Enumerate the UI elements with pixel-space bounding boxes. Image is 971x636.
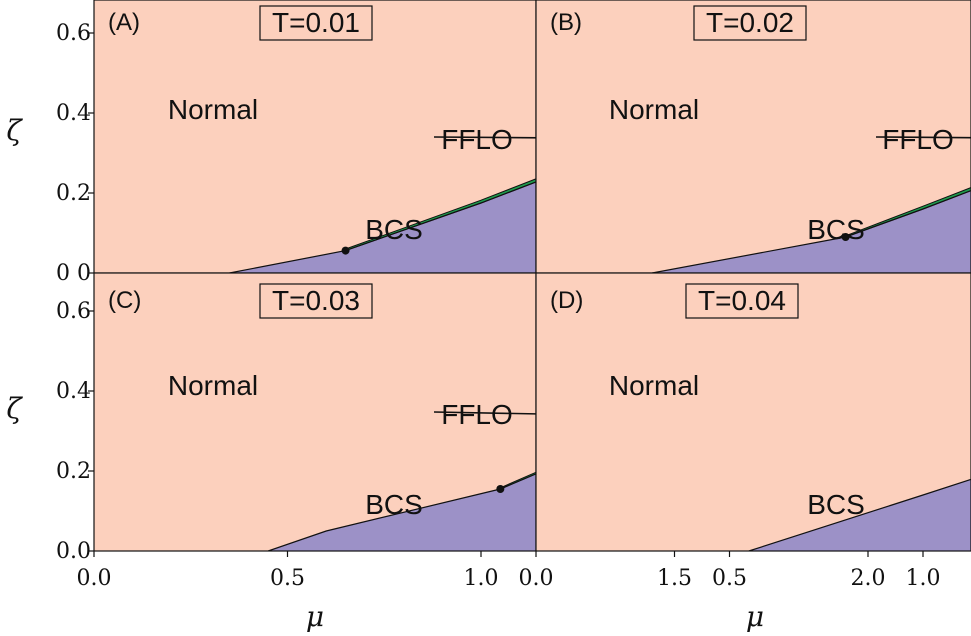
x-tick-label: 2.0 [851, 566, 886, 591]
x-tick-label: 0.0 [77, 566, 112, 591]
critical-point [496, 485, 505, 493]
panel-label: (D) [550, 287, 583, 314]
phase-boundary-line [229, 181, 536, 273]
panel-c: (C) T=0.03 Normal BCS FFLO [93, 272, 713, 552]
phase-boundary-line [267, 473, 536, 551]
temperature-box [693, 5, 807, 41]
y-axis-label-top: ζ [6, 114, 23, 147]
bcs-region [652, 190, 971, 273]
panel-d: (D) T=0.04 Normal BCS [535, 272, 971, 552]
temperature-label: T=0.02 [706, 7, 794, 38]
y-tick-label: 0.6 [56, 299, 91, 324]
x-axis-label-right: μ [746, 600, 764, 633]
temperature-label: T=0.04 [698, 285, 786, 316]
y-tick-label: 0.4 [56, 379, 91, 404]
x-tick-label: 0.5 [712, 566, 747, 591]
axes-layer: ζ ζ μ μ [6, 114, 764, 633]
x-tick-label: 0.0 [519, 566, 554, 591]
bcs-region [268, 473, 536, 551]
x-tick-label: 1.0 [464, 566, 499, 591]
bcs-label: BCS [807, 214, 865, 245]
critical-point [341, 246, 350, 255]
fflo-label: FFLO [882, 124, 954, 155]
bcs-region [748, 479, 971, 551]
y-tick-label: 0.4 [56, 101, 91, 126]
y-tick-label: 0.2 [56, 181, 91, 206]
y-axis-label-bottom: ζ [6, 392, 23, 425]
panels-layer: (A) T=0.01 Normal BCS FFLO (B) T=0.02 Normal BCS… [56, 0, 971, 591]
bcs-region [229, 181, 536, 273]
normal-label: Normal [609, 370, 699, 401]
ticks-layer: 0 0 0.2 0.4 0.6 0.0 0.2 0.4 0.6 0.0 0.5 1.0 1.5 2.0 0… [56, 21, 941, 591]
temperature-box [259, 283, 373, 319]
phase-boundary-line [651, 190, 971, 273]
normal-label: Normal [168, 94, 258, 125]
bcs-label: BCS [365, 214, 423, 245]
fflo-arrow [875, 136, 971, 139]
temperature-label: T=0.01 [272, 7, 360, 38]
panel-b: (B) T=0.02 Normal BCS FFLO [535, 0, 971, 274]
panel-a: (A) T=0.01 Normal BCS FFLO [93, 0, 706, 274]
x-axis-label-left: μ [306, 600, 324, 633]
critical-point [841, 233, 850, 241]
panel-label: (A) [108, 9, 140, 36]
y-tick-label: 0.6 [56, 21, 91, 46]
temperature-box [259, 5, 373, 41]
x-tick-label: 1.0 [906, 566, 941, 591]
panel-frame [535, 272, 971, 552]
panel-label: (C) [108, 287, 141, 314]
temperature-box [685, 283, 799, 319]
panel-label: (B) [550, 9, 582, 36]
fflo-label: FFLO [441, 124, 513, 155]
bcs-label: BCS [365, 489, 423, 520]
normal-label: Normal [609, 94, 699, 125]
fflo-label: FFLO [441, 399, 513, 430]
phase-boundary-line [748, 478, 971, 551]
x-tick-label: 0.5 [270, 566, 305, 591]
y-tick-label: 0.2 [56, 459, 91, 484]
y-tick-label: 0 0 [56, 261, 91, 286]
y-tick-label: 0.0 [56, 539, 91, 564]
normal-label: Normal [168, 370, 258, 401]
bcs-label: BCS [807, 489, 865, 520]
temperature-label: T=0.03 [272, 285, 360, 316]
x-tick-label: 1.5 [657, 566, 692, 591]
